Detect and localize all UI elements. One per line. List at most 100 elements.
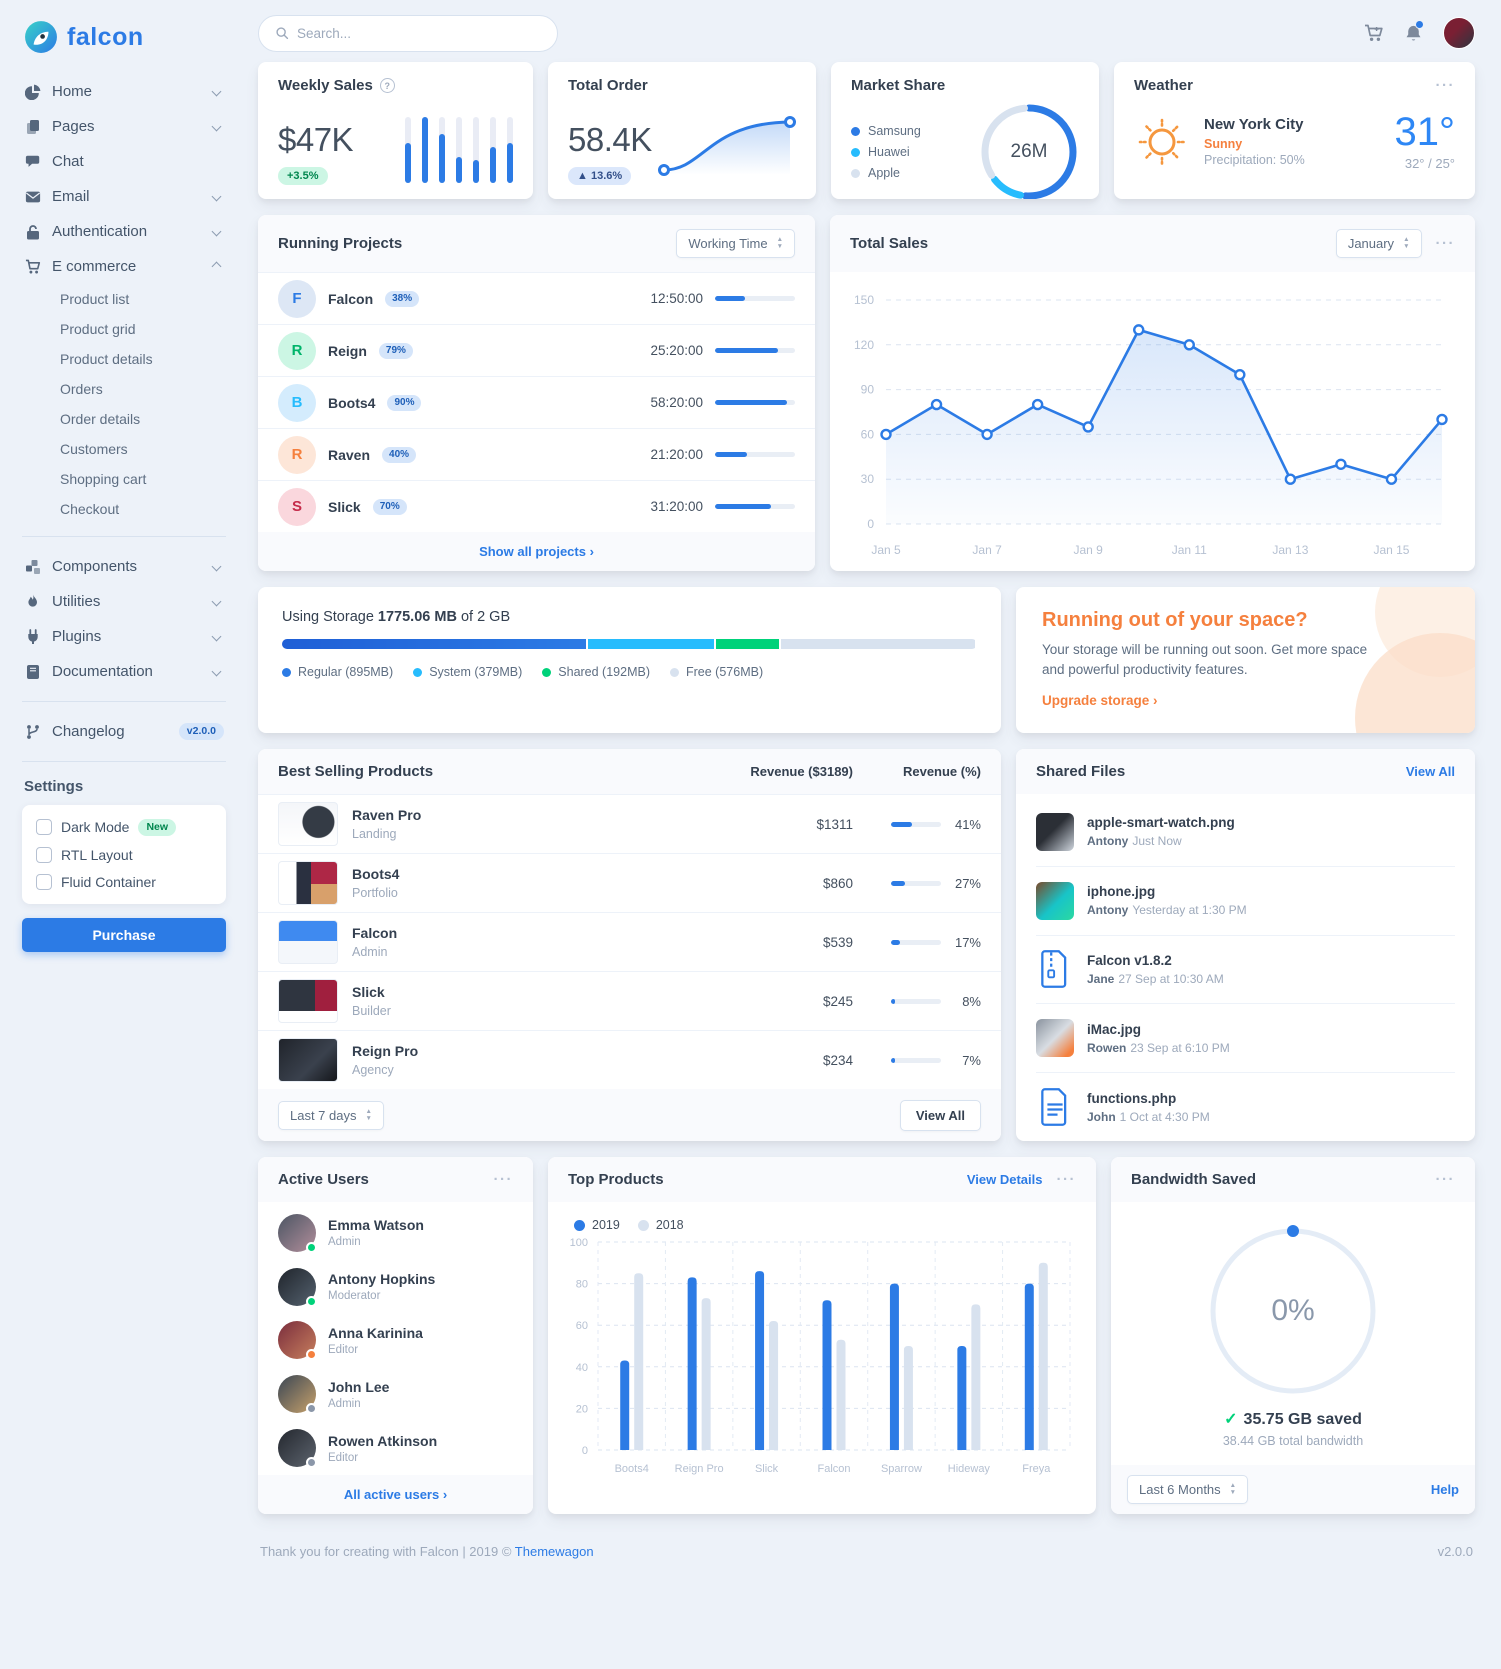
file-row-imac-jpg[interactable]: iMac.jpg Rowen 23 Sep at 6:10 PM bbox=[1036, 1003, 1455, 1072]
weekly-bar bbox=[439, 117, 445, 183]
product-row-slick[interactable]: Slick Builder $245 8% bbox=[258, 971, 1001, 1030]
svg-text:Boots4: Boots4 bbox=[615, 1463, 649, 1475]
legend-dot bbox=[413, 667, 423, 677]
sidebar-item-components[interactable]: Components bbox=[22, 549, 226, 584]
chevron-down-icon bbox=[211, 226, 222, 237]
setting-fluid-container[interactable]: Fluid Container bbox=[36, 873, 212, 890]
svg-text:30: 30 bbox=[861, 472, 875, 486]
product-row-raven-pro[interactable]: Raven Pro Landing $1311 41% bbox=[258, 794, 1001, 853]
product-row-reign-pro[interactable]: Reign Pro Agency $234 7% bbox=[258, 1030, 1001, 1089]
search-input-wrap[interactable] bbox=[258, 14, 558, 52]
sidebar-item-product-details[interactable]: Product details bbox=[60, 351, 153, 367]
plug-icon bbox=[24, 628, 41, 645]
sidebar-item-product-grid[interactable]: Product grid bbox=[60, 321, 136, 337]
top-products-menu-icon[interactable]: ··· bbox=[1056, 1171, 1076, 1188]
storage-legend-item: Free (576MB) bbox=[670, 665, 763, 679]
month-select[interactable]: January ▲ ▼ bbox=[1335, 229, 1422, 258]
user-avatar[interactable] bbox=[1443, 17, 1475, 49]
weekly-sales-title: Weekly Sales? bbox=[278, 77, 513, 94]
product-row-boots4[interactable]: Boots4 Portfolio $860 27% bbox=[258, 853, 1001, 912]
setting-rtl-layout[interactable]: RTL Layout bbox=[36, 846, 212, 863]
checkbox[interactable] bbox=[36, 873, 52, 890]
user-row-emma-watson[interactable]: Emma Watson Admin bbox=[258, 1206, 533, 1260]
user-row-rowen-atkinson[interactable]: Rowen Atkinson Editor bbox=[258, 1421, 533, 1475]
sidebar-item-home[interactable]: Home bbox=[22, 74, 226, 109]
sidebar-item-product-list[interactable]: Product list bbox=[60, 291, 130, 307]
sidebar-item-e-commerce[interactable]: E commerce bbox=[22, 249, 226, 284]
themewagon-link[interactable]: Themewagon bbox=[514, 1544, 594, 1559]
file-thumbnail bbox=[1036, 881, 1074, 920]
project-row-falcon[interactable]: F Falcon 38% 12:50:00 bbox=[258, 272, 815, 324]
file-row-functions-php[interactable]: functions.php John 1 Oct at 4:30 PM bbox=[1036, 1072, 1455, 1141]
total-sales-menu-icon[interactable]: ··· bbox=[1435, 235, 1455, 252]
help-link[interactable]: Help bbox=[1430, 1482, 1459, 1497]
file-row-apple-smart-watch-png[interactable]: apple-smart-watch.png Antony Just Now bbox=[1036, 798, 1455, 866]
upgrade-storage-link[interactable]: Upgrade storage › bbox=[1042, 692, 1158, 708]
sidebar-item-chat[interactable]: Chat bbox=[22, 144, 226, 179]
shared-files-list: apple-smart-watch.png Antony Just Now ipho… bbox=[1016, 794, 1475, 1141]
sidebar-item-order-details[interactable]: Order details bbox=[60, 411, 141, 427]
sidebar-item-documentation[interactable]: Documentation bbox=[22, 654, 226, 689]
page-footer: Thank you for creating with Falcon | 201… bbox=[258, 1530, 1475, 1585]
cart-icon[interactable] bbox=[1364, 24, 1384, 42]
sidebar-item-checkout[interactable]: Checkout bbox=[60, 501, 120, 517]
envelope-icon bbox=[24, 188, 41, 205]
code-branch-icon bbox=[24, 723, 41, 740]
chevron-down-icon bbox=[211, 86, 222, 97]
period-select[interactable]: Last 7 days ▲ ▼ bbox=[278, 1101, 384, 1130]
user-row-anna-karinina[interactable]: Anna Karinina Editor bbox=[258, 1314, 533, 1368]
sidebar-item-customers[interactable]: Customers bbox=[60, 441, 128, 457]
months-select[interactable]: Last 6 Months ▲ ▼ bbox=[1127, 1475, 1249, 1504]
best-selling-list: Raven Pro Landing $1311 41% Boots4 Portfol… bbox=[258, 794, 1001, 1089]
sidebar-item-changelog[interactable]: Changelog v2.0.0 bbox=[22, 714, 226, 749]
sidebar-item-email[interactable]: Email bbox=[22, 179, 226, 214]
bell-icon[interactable] bbox=[1404, 19, 1424, 43]
file-row-iphone-jpg[interactable]: iphone.jpg Antony Yesterday at 1:30 PM bbox=[1036, 865, 1455, 935]
sidebar-item-utilities[interactable]: Utilities bbox=[22, 584, 226, 619]
main-content: Weekly Sales? $47K +3.5% Total Order 58.… bbox=[258, 0, 1475, 1585]
file-row-falcon-v1-8-2[interactable]: Falcon v1.8.2 Jane 27 Sep at 10:30 AM bbox=[1036, 934, 1455, 1004]
revenue-percent: 17% bbox=[954, 934, 981, 950]
working-time-select[interactable]: Working Time ▲ ▼ bbox=[676, 229, 795, 258]
sort-arrows-icon: ▲ ▼ bbox=[1229, 1482, 1237, 1496]
user-row-antony-hopkins[interactable]: Antony Hopkins Moderator bbox=[258, 1260, 533, 1314]
svg-text:100: 100 bbox=[570, 1237, 588, 1249]
active-users-menu-icon[interactable]: ··· bbox=[493, 1171, 513, 1188]
view-details-link[interactable]: View Details bbox=[966, 1172, 1043, 1187]
sidebar-item-shopping-cart[interactable]: Shopping cart bbox=[60, 471, 147, 487]
shopping-cart-icon bbox=[24, 258, 41, 275]
sidebar-item-plugins[interactable]: Plugins bbox=[22, 619, 226, 654]
zip-file-icon bbox=[1036, 950, 1074, 989]
falcon-logo[interactable]: falcon bbox=[22, 12, 226, 74]
user-row-john-lee[interactable]: John Lee Admin bbox=[258, 1367, 533, 1421]
view-all-button[interactable]: View All bbox=[899, 1100, 981, 1131]
checkbox[interactable] bbox=[36, 846, 52, 863]
svg-text:Slick: Slick bbox=[755, 1463, 779, 1475]
weekly-sales-card: Weekly Sales? $47K +3.5% bbox=[258, 62, 533, 199]
bandwidth-menu-icon[interactable]: ··· bbox=[1435, 1171, 1455, 1188]
show-all-projects-link[interactable]: Show all projects › bbox=[258, 532, 815, 571]
weekly-bar bbox=[422, 117, 428, 183]
project-row-slick[interactable]: S Slick 70% 31:20:00 bbox=[258, 480, 815, 532]
project-row-reign[interactable]: R Reign 79% 25:20:00 bbox=[258, 324, 815, 376]
sidebar-item-authentication[interactable]: Authentication bbox=[22, 214, 226, 249]
sidebar-item-pages[interactable]: Pages bbox=[22, 109, 226, 144]
sidebar-item-orders[interactable]: Orders bbox=[60, 381, 103, 397]
project-row-boots4[interactable]: B Boots4 90% 58:20:00 bbox=[258, 376, 815, 428]
weather-menu-icon[interactable]: ··· bbox=[1435, 77, 1455, 94]
weather-range: 32° / 25° bbox=[1404, 156, 1455, 171]
user-avatar bbox=[278, 1213, 317, 1253]
active-users-card: Active Users ··· Emma Watson Admin Antony… bbox=[258, 1157, 533, 1514]
svg-text:20: 20 bbox=[576, 1403, 588, 1415]
purchase-button[interactable]: Purchase bbox=[22, 917, 226, 952]
checkbox[interactable] bbox=[36, 819, 52, 836]
project-row-raven[interactable]: R Raven 40% 21:20:00 bbox=[258, 428, 815, 480]
search-input[interactable] bbox=[297, 25, 541, 41]
svg-text:60: 60 bbox=[861, 427, 875, 441]
all-active-users-link[interactable]: All active users › bbox=[258, 1475, 533, 1514]
view-all-files-link[interactable]: View All bbox=[1405, 764, 1455, 779]
weekly-bar bbox=[473, 117, 479, 183]
help-circle-icon[interactable]: ? bbox=[379, 78, 395, 93]
setting-dark-mode[interactable]: Dark Mode New bbox=[36, 819, 212, 836]
product-row-falcon[interactable]: Falcon Admin $539 17% bbox=[258, 912, 1001, 971]
